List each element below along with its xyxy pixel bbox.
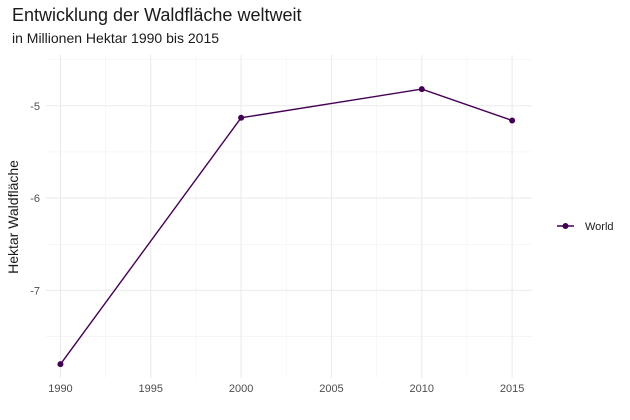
y-tick-label: -6 [30, 193, 40, 205]
x-tick-label: 2000 [229, 383, 253, 395]
series-points [57, 86, 516, 368]
data-point [418, 86, 425, 93]
x-tick-label: 1990 [48, 383, 72, 395]
chart-title: Entwicklung der Waldfläche weltweit [12, 5, 302, 25]
grid-major [46, 55, 532, 378]
x-tick-label: 2010 [410, 383, 434, 395]
x-tick-label: 2015 [500, 383, 524, 395]
y-tick-label: -5 [30, 101, 40, 113]
series-lines [59, 88, 513, 365]
data-point [57, 361, 64, 368]
y-tick-label: -7 [30, 285, 40, 297]
x-axis-ticks: 1990 1995 2000 2005 2010 2015 [48, 383, 524, 395]
data-point [238, 114, 245, 121]
legend-key-point [562, 223, 569, 229]
x-tick-label: 2005 [319, 383, 343, 395]
data-point [509, 117, 516, 124]
chart-subtitle: in Millionen Hektar 1990 bis 2015 [12, 30, 220, 46]
series-line [59, 88, 513, 365]
y-axis-label: Hektar Waldfläche [5, 160, 21, 274]
legend-label: World [585, 221, 614, 233]
x-tick-label: 1995 [139, 383, 163, 395]
grid-minor [46, 55, 532, 378]
y-axis-ticks: -5 -6 -7 [30, 101, 40, 298]
legend: World [557, 221, 614, 233]
